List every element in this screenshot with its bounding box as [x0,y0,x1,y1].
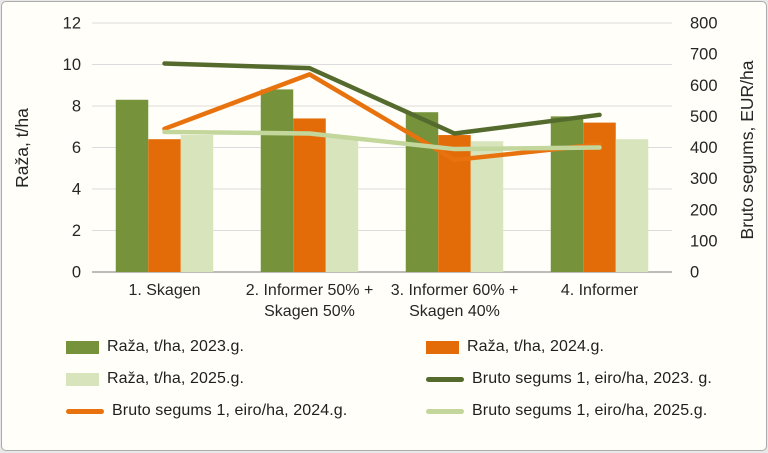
legend-swatch-bar-2023 [66,340,99,354]
right-axis-tick: 200 [690,201,718,219]
bar-series-2-cat-3 [615,139,649,272]
left-axis-tick: 10 [63,56,81,74]
right-axis-tick: 700 [690,46,718,64]
right-axis-tick: 600 [690,77,718,95]
legend-item-raza-2025: Raža, t/ha, 2025.g. [66,370,426,388]
legend-label-bruto-2023: Bruto segums 1, eiro/ha, 2023. g. [472,370,712,387]
legend-label-bruto-2024: Bruto segums 1, eiro/ha, 2024.g. [112,402,348,419]
right-axis-tick: 0 [690,264,699,282]
right-axis-tick: 800 [690,15,718,33]
x-category-label: 3. Informer 60% + Skagen 40% [391,282,519,320]
legend-label-raza-2023: Raža, t/ha, 2023.g. [107,338,245,355]
bar-series-0-cat-3 [550,116,584,272]
legend-item-raza-2023: Raža, t/ha, 2023.g. [66,338,426,356]
legend-swatch-bar-2025 [66,372,99,386]
left-axis-title: Raža, t/ha [12,108,32,188]
left-axis-tick: 12 [63,15,81,33]
bar-series-0-cat-0 [115,99,149,273]
combo-chart: 0 2 4 6 8 10 12 0 100 200 300 400 500 600 700 800 Raža, … [12,15,757,321]
right-axis-tick: 400 [690,139,718,157]
bar-series-1-cat-1 [293,118,326,272]
legend-swatch-line-2023 [426,376,464,382]
legend-item-bruto-2025: Bruto segums 1, eiro/ha, 2025.g. [426,402,766,420]
right-axis-tick: 100 [690,232,718,250]
x-category-label: 1. Skagen [128,282,200,299]
x-category-label: 4. Informer [561,282,639,299]
right-axis-tick: 300 [690,170,718,188]
left-axis-tick: 2 [72,222,81,240]
bar-series-2-cat-0 [180,135,214,272]
bar-series-2-cat-2 [470,141,504,272]
line-series-0 [162,61,602,136]
legend-swatch-line-2025 [426,408,464,414]
right-axis-title: Bruto segums, EUR/ha [737,60,757,239]
bar-series-1-cat-0 [148,139,181,272]
legend-item-bruto-2023: Bruto segums 1, eiro/ha, 2023. g. [426,370,766,388]
legend-swatch-bar-2024 [426,340,459,354]
left-axis-tick: 8 [72,98,81,116]
line-series-2 [162,129,602,152]
legend-item-bruto-2024: Bruto segums 1, eiro/ha, 2024.g. [66,402,426,420]
chart-legend: Raža, t/ha, 2023.g. Raža, t/ha, 2024.g. … [66,338,766,420]
bar-series-0-cat-1 [260,89,294,273]
legend-label-bruto-2025: Bruto segums 1, eiro/ha, 2025.g. [472,402,708,419]
x-category-label: 2. Informer 50% + Skagen 50% [246,282,374,320]
bar-series-2-cat-1 [325,137,359,272]
line-series-1 [162,72,602,163]
legend-swatch-line-2024 [66,408,104,414]
left-axis-tick: 4 [72,181,81,199]
legend-label-raza-2024: Raža, t/ha, 2024.g. [467,338,605,355]
left-axis-tick: 6 [72,139,81,157]
legend-label-raza-2025: Raža, t/ha, 2025.g. [107,370,245,387]
legend-item-raza-2024: Raža, t/ha, 2024.g. [426,338,766,356]
right-axis-tick: 500 [690,108,718,126]
left-axis-tick: 0 [72,264,81,282]
